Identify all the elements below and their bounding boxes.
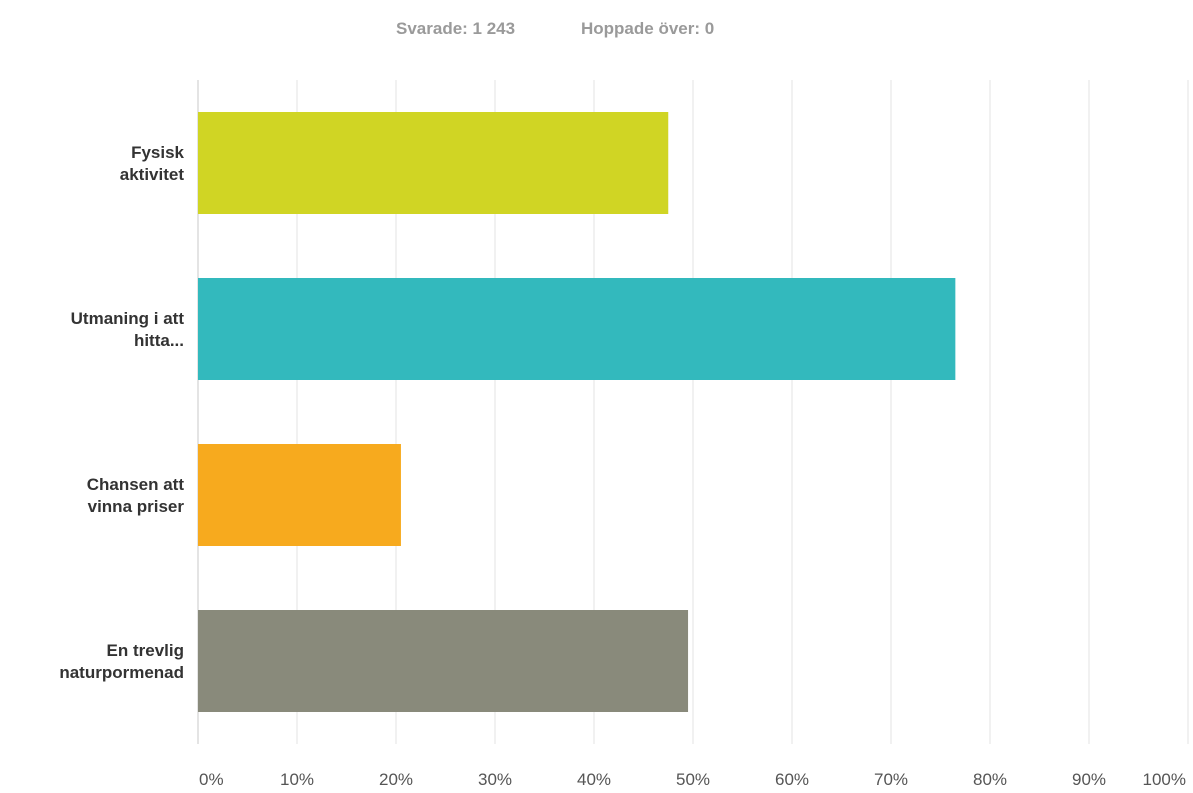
category-label: Fysisk: [131, 143, 184, 162]
category-label: Utmaning i att: [71, 309, 185, 328]
category-label: Chansen att: [87, 475, 185, 494]
tick-label: 20%: [379, 770, 413, 789]
tick-label: 0%: [199, 770, 224, 789]
x-axis-ticks: 0% 10% 20% 30% 40% 50% 60% 70% 80% 90% 100%: [199, 770, 1186, 789]
bar[interactable]: [198, 610, 689, 712]
category-label: hitta...: [134, 331, 184, 350]
category-label: vinna priser: [88, 497, 185, 516]
tick-label: 70%: [874, 770, 908, 789]
tick-label: 80%: [973, 770, 1007, 789]
answered-count: Svarade: 1 243: [396, 19, 515, 38]
category-label: aktivitet: [120, 165, 185, 184]
bar[interactable]: [198, 444, 401, 546]
tick-label: 50%: [676, 770, 710, 789]
tick-label: 40%: [577, 770, 611, 789]
tick-label: 100%: [1143, 770, 1186, 789]
category-labels: Fysisk aktivitet Utmaning i att hitta... Cha…: [59, 143, 184, 682]
skipped-count: Hoppade över: 0: [581, 19, 714, 38]
tick-label: 10%: [280, 770, 314, 789]
bars: [198, 112, 956, 712]
bar[interactable]: [198, 278, 956, 380]
category-label: naturpormenad: [59, 663, 184, 682]
tick-label: 90%: [1072, 770, 1106, 789]
tick-label: 30%: [478, 770, 512, 789]
bar[interactable]: [198, 112, 669, 214]
tick-label: 60%: [775, 770, 809, 789]
category-label: En trevlig: [107, 641, 184, 660]
